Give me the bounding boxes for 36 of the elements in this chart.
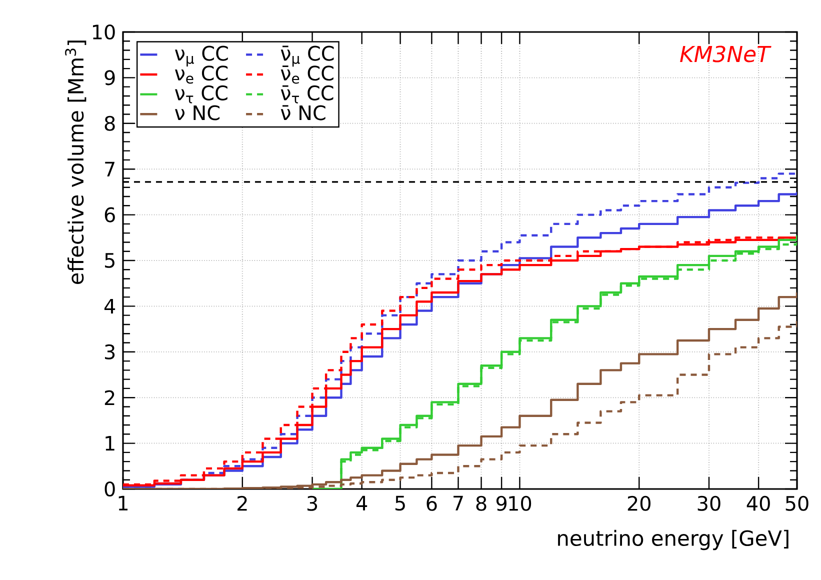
legend-label: ν̄$_{τ}$ CC [280,85,334,104]
x-tick-label: 50 [786,496,808,511]
x-tick-label: 8 [476,496,486,511]
legend-label: ν̄$_{μ}$ CC [280,46,334,67]
y-tick-label: 8 [104,116,115,131]
x-tick-label: 4 [356,496,368,510]
x-tick-label: 3 [307,496,318,511]
x-tick-label: 6 [426,496,437,511]
x-tick-label: 5 [395,496,405,511]
legend-label: ν$_{μ}$ CC [175,46,228,67]
x-tick-label: 20 [628,496,650,511]
legend-label: ν NC [175,105,220,120]
x-tick-label: 1 [118,496,128,510]
y-axis-title: effective volume [Mm$^{3}$] [65,40,86,284]
x-axis-title: neutrino energy [GeV] [558,530,788,550]
y-tick-label: 9 [104,70,115,86]
x-tick-label: 10 [509,496,532,511]
y-tick-label: 0 [104,481,115,497]
x-tick-label: 9 [496,496,506,511]
y-tick-label: 2 [104,390,114,405]
y-tick-label: 7 [105,162,114,176]
annotation: KM3NeT [680,46,772,62]
y-tick-label: 10 [92,24,115,40]
y-tick-label: 4 [104,298,116,314]
legend-label: ν̄$_{e}$ CC [280,66,334,84]
y-tick-label: 3 [105,344,115,360]
x-tick-label: 2 [238,496,247,511]
y-tick-label: 6 [104,207,115,222]
y-tick-label: 5 [105,253,114,268]
legend-label: ν$_{τ}$ CC [175,85,228,104]
legend-label: ν̄ NC [280,105,326,120]
x-tick-label: 7 [454,496,463,510]
legend-label: ν$_{e}$ CC [175,66,228,84]
x-tick-label: 30 [698,496,720,511]
y-tick-label: 1 [106,436,114,451]
x-tick-label: 40 [746,496,770,511]
